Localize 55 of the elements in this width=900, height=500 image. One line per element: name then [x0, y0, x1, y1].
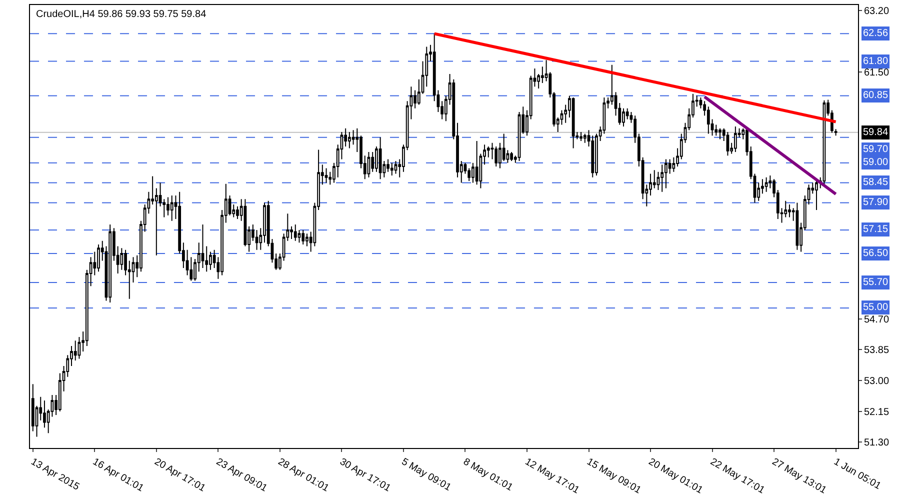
y-tick-label: 54.70 [864, 314, 890, 326]
ref-line-label: 59.70 [863, 144, 888, 155]
candlestick [170, 194, 174, 222]
candlestick [201, 224, 204, 269]
candlestick [394, 160, 398, 174]
candlestick [378, 136, 382, 180]
ref-line-label: 61.80 [863, 56, 888, 67]
candlestick [367, 151, 370, 178]
ref-line-label: 59.00 [863, 157, 888, 168]
candlestick [494, 146, 498, 167]
ref-line-label: 59.84 [863, 127, 888, 138]
candlestick [510, 151, 513, 162]
candlestick [580, 131, 582, 142]
y-tick-label: 53.00 [864, 376, 890, 388]
ref-line-label: 62.56 [863, 28, 888, 39]
y-tick-label: 52.15 [864, 406, 890, 418]
y-tick-label: 51.30 [864, 438, 890, 449]
chart-title: CrudeOIL,H4 59.86 59.93 59.75 59.84 [36, 9, 207, 20]
ref-line-label: 56.50 [863, 248, 888, 259]
candlestick [390, 162, 394, 176]
candlestick [302, 229, 305, 245]
ref-line-label: 55.70 [863, 277, 888, 288]
candlestick [572, 97, 575, 149]
candlestick [718, 128, 722, 140]
candlestick [108, 224, 112, 304]
ref-line-label: 60.85 [863, 90, 888, 101]
y-tick-label: 63.20 [864, 6, 890, 17]
y-tick-label: 53.85 [864, 345, 890, 356]
ref-line-label: 58.45 [863, 177, 888, 188]
ref-line-label: 55.00 [863, 302, 888, 313]
x-tick-label: 22 May 17:01 [708, 456, 767, 496]
candlestick [834, 128, 838, 136]
x-tick-label: 12 May 17:01 [522, 456, 582, 496]
x-tick-label: 30 Apr 17:01 [338, 456, 393, 495]
y-tick-label: 61.50 [864, 68, 890, 79]
x-tick-label: 27 May 13:01 [770, 456, 828, 496]
candlestick [664, 158, 668, 189]
x-tick-label: 20 Apr 17:01 [152, 456, 208, 495]
candlestick [348, 131, 351, 149]
candlestick [97, 244, 100, 272]
candlestick [788, 204, 791, 218]
candlestick [796, 202, 799, 250]
candlestick [294, 224, 297, 242]
candlestick [726, 131, 730, 156]
candlestick [583, 133, 586, 144]
candlestick [764, 176, 768, 192]
ref-line-label: 57.15 [863, 224, 888, 235]
x-tick-label: 13 Apr 2015 [28, 456, 82, 494]
x-tick-label: 1 Jun 05:01 [832, 456, 883, 492]
ref-line-label: 57.90 [863, 197, 888, 208]
candlestick [815, 178, 818, 210]
candlestick [324, 168, 328, 184]
candlestick [734, 126, 737, 152]
x-tick-label: 8 May 01:01 [461, 456, 515, 494]
candlestick [475, 140, 478, 186]
